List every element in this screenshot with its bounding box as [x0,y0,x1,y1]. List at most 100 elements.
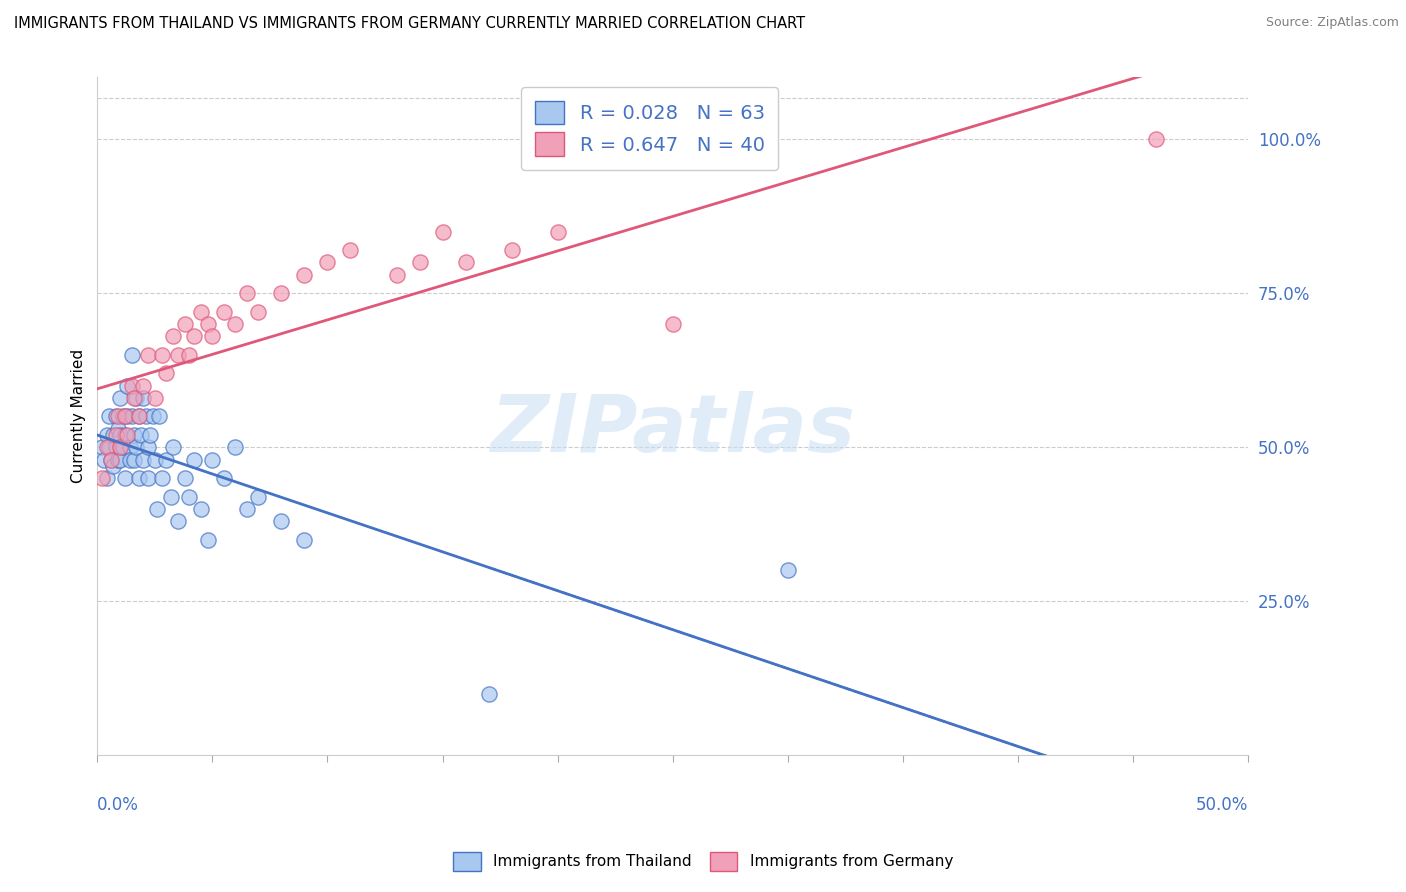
Point [121,378,143,392]
Point [97,440,120,454]
Point [132,378,155,392]
Point [501,243,523,257]
Point [143,452,166,467]
Point [162,440,184,454]
Point [183,452,205,467]
Point [212,304,235,318]
Point [197,533,219,547]
Point [107,409,129,424]
Point [135,409,157,424]
Point [107,452,129,467]
Point [132,452,155,467]
Point [111,409,134,424]
Point [316,255,339,269]
Point [136,471,159,485]
Point [201,452,224,467]
Point [167,514,190,528]
Point [122,428,145,442]
Point [212,471,235,485]
Point [118,440,141,454]
Point [136,440,159,454]
Text: Source: ZipAtlas.com: Source: ZipAtlas.com [1265,16,1399,29]
Point [91,471,114,485]
Point [247,490,270,504]
Point [236,501,259,516]
Point [114,428,136,442]
Point [93,452,115,467]
Point [190,501,212,516]
Point [103,458,125,473]
Point [136,348,159,362]
Point [100,452,122,467]
Point [408,255,430,269]
Point [104,440,127,454]
Point [121,348,143,362]
Point [110,428,132,442]
Point [122,452,145,467]
Legend: R = 0.028   N = 63, R = 0.647   N = 40: R = 0.028 N = 63, R = 0.647 N = 40 [522,87,778,169]
Point [143,391,166,405]
Point [270,286,292,301]
Point [183,329,205,343]
Point [96,428,118,442]
Point [294,533,316,547]
Y-axis label: Currently Married: Currently Married [72,350,86,483]
Point [118,452,141,467]
Point [117,428,139,442]
Point [661,317,683,331]
Point [224,317,246,331]
Point [100,452,122,467]
Point [107,422,129,436]
Legend: Immigrants from Thailand, Immigrants from Germany: Immigrants from Thailand, Immigrants fro… [444,843,962,880]
Text: 0.0%: 0.0% [97,796,139,814]
Point [160,490,183,504]
Point [179,348,201,362]
Point [104,409,127,424]
Point [114,471,136,485]
Point [173,317,195,331]
Point [104,428,127,442]
Point [139,428,162,442]
Point [776,564,799,578]
Point [125,391,148,405]
Point [167,348,190,362]
Point [150,348,173,362]
Text: IMMIGRANTS FROM THAILAND VS IMMIGRANTS FROM GERMANY CURRENTLY MARRIED CORRELATIO: IMMIGRANTS FROM THAILAND VS IMMIGRANTS F… [14,16,806,31]
Point [91,440,114,454]
Point [201,329,224,343]
Point [270,514,292,528]
Point [128,409,150,424]
Point [247,304,270,318]
Point [142,409,165,424]
Point [96,440,118,454]
Point [173,471,195,485]
Point [117,409,139,424]
Point [125,440,148,454]
Point [190,304,212,318]
Point [97,409,120,424]
Text: 50.0%: 50.0% [1195,796,1249,814]
Point [117,378,139,392]
Point [128,409,150,424]
Point [432,225,454,239]
Point [1144,132,1167,146]
Point [150,471,173,485]
Point [110,452,132,467]
Point [294,268,316,282]
Point [155,366,177,380]
Point [197,317,219,331]
Point [110,440,132,454]
Point [110,391,132,405]
Point [148,409,170,424]
Point [96,471,118,485]
Point [162,329,184,343]
Point [547,225,569,239]
Point [454,255,477,269]
Point [103,428,125,442]
Point [385,268,408,282]
Point [477,687,499,701]
Point [111,440,134,454]
Point [110,440,132,454]
Point [122,391,145,405]
Point [114,409,136,424]
